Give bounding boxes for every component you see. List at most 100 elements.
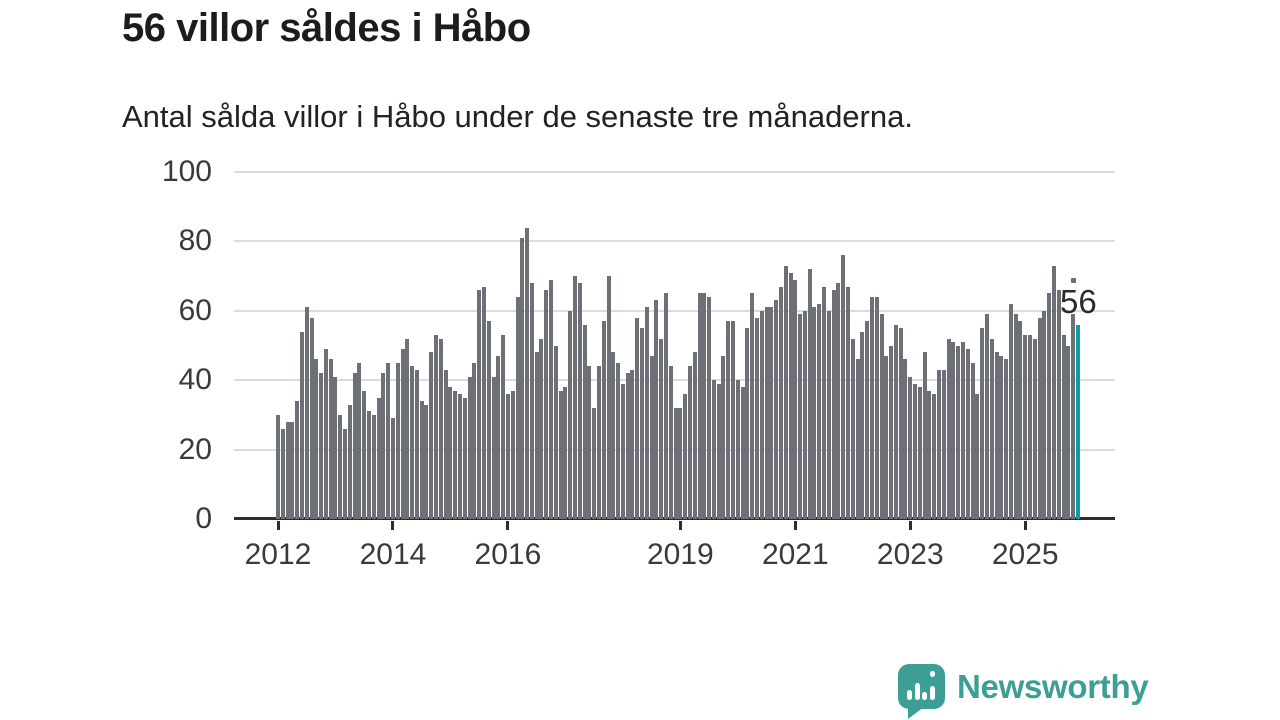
bar <box>534 352 539 519</box>
bar <box>405 338 410 519</box>
bar <box>290 421 295 519</box>
bar <box>295 401 300 519</box>
bar <box>276 414 280 519</box>
bar <box>601 321 606 519</box>
bar <box>424 404 429 519</box>
bar <box>984 314 989 519</box>
bar <box>764 307 769 519</box>
bar <box>822 286 827 519</box>
bar <box>549 279 554 519</box>
annotation-dot <box>1071 278 1076 283</box>
bar <box>333 376 338 519</box>
bar <box>783 265 788 519</box>
bar <box>510 390 515 519</box>
bar <box>299 331 304 519</box>
bar <box>390 418 395 519</box>
bar <box>319 373 324 519</box>
page-title: 56 villor såldes i Håbo <box>122 6 531 50</box>
y-axis-tick-label: 60 <box>178 293 212 327</box>
bar <box>577 283 582 519</box>
y-axis-tick-label: 20 <box>178 432 212 466</box>
bar <box>975 394 980 519</box>
bar <box>357 362 362 519</box>
bar <box>937 369 942 519</box>
bar <box>1066 345 1071 519</box>
bar <box>778 286 783 519</box>
bar <box>314 359 319 519</box>
bar <box>472 362 477 519</box>
bar <box>860 331 865 519</box>
bar <box>625 373 630 519</box>
bar <box>539 338 544 519</box>
bar <box>376 397 381 519</box>
y-axis-tick-label: 80 <box>178 224 212 258</box>
bar <box>496 355 501 519</box>
chart-subtitle: Antal sålda villor i Håbo under de senas… <box>122 99 913 134</box>
bar <box>683 394 688 519</box>
bar <box>352 373 357 519</box>
bar <box>1008 303 1013 519</box>
bar <box>889 345 894 519</box>
bar <box>980 328 985 519</box>
bar <box>582 324 587 519</box>
x-axis-tick-label: 2023 <box>876 538 944 571</box>
bar <box>640 328 645 519</box>
bar <box>802 310 807 519</box>
bar <box>1032 338 1037 519</box>
bar <box>611 352 616 519</box>
bar <box>898 328 903 519</box>
bar <box>635 317 640 519</box>
bar <box>807 269 812 519</box>
bar <box>328 359 333 519</box>
bar <box>965 348 970 519</box>
bar <box>678 407 683 519</box>
bar <box>879 314 884 519</box>
bar <box>994 352 999 519</box>
bar <box>362 390 367 519</box>
bar <box>812 307 817 519</box>
y-axis-tick-label: 100 <box>161 155 212 188</box>
bar <box>654 300 659 519</box>
bar <box>371 414 376 519</box>
x-axis-tick-label: 2025 <box>991 538 1059 571</box>
bar <box>841 255 846 519</box>
bar-latest-period <box>1075 324 1080 519</box>
bar <box>1042 310 1047 519</box>
bar <box>745 328 750 519</box>
bar <box>515 296 520 519</box>
x-axis-tick <box>391 521 395 530</box>
bar <box>620 383 625 519</box>
bar <box>922 352 927 519</box>
latest-value-annotation: 56 <box>1060 283 1097 320</box>
bar <box>946 338 951 519</box>
bar <box>568 310 573 519</box>
bar <box>525 227 530 519</box>
gridline <box>234 379 1115 382</box>
x-axis-tick-label: 2021 <box>761 538 829 571</box>
bar <box>970 362 975 519</box>
x-axis-tick <box>908 521 912 530</box>
bar <box>1018 321 1023 519</box>
x-axis-tick <box>1023 521 1027 530</box>
bar <box>304 307 309 519</box>
bar <box>520 237 525 519</box>
bar <box>702 293 707 519</box>
bar <box>649 355 654 519</box>
bar <box>338 414 343 519</box>
bar <box>826 310 831 519</box>
bar <box>491 376 496 519</box>
bar <box>1023 335 1028 519</box>
bar <box>659 338 664 519</box>
bar <box>951 342 956 519</box>
bar <box>309 317 314 519</box>
bar <box>869 296 874 519</box>
bar <box>917 387 922 519</box>
bar <box>596 366 601 519</box>
bar <box>956 345 961 519</box>
bar <box>692 352 697 519</box>
bar <box>453 390 458 519</box>
bar <box>323 348 328 519</box>
bar <box>759 310 764 519</box>
bar <box>750 293 755 519</box>
